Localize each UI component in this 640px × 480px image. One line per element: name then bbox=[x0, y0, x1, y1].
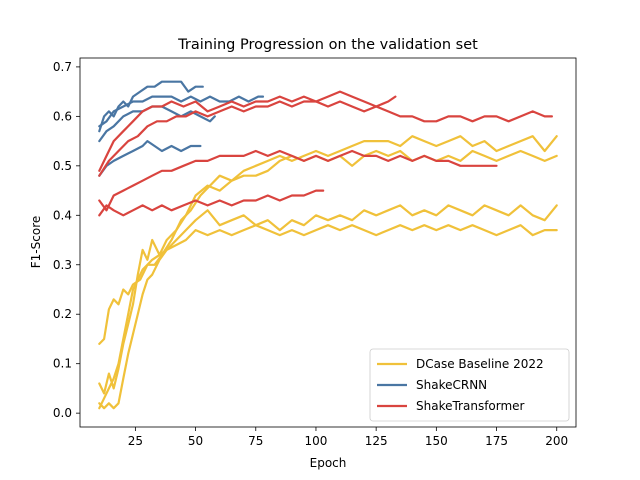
y-tick-label: 0.6 bbox=[53, 109, 72, 123]
y-tick-label: 0.5 bbox=[53, 159, 72, 173]
chart-title: Training Progression on the validation s… bbox=[177, 37, 478, 53]
series-line-6 bbox=[98, 95, 265, 128]
y-tick-label: 0.3 bbox=[53, 258, 72, 272]
series-line-11 bbox=[98, 149, 498, 212]
series-line-12 bbox=[98, 189, 325, 217]
x-tick-label: 150 bbox=[425, 434, 448, 448]
legend-box bbox=[369, 348, 570, 422]
legend: DCase Baseline 2022 ShakeCRNN ShakeTransfo… bbox=[369, 348, 570, 422]
series-line-3 bbox=[98, 204, 558, 410]
x-tick-label: 25 bbox=[128, 434, 143, 448]
y-tick-label: 0.7 bbox=[53, 60, 72, 74]
x-tick-label: 50 bbox=[188, 434, 203, 448]
legend-label: DCase Baseline 2022 bbox=[416, 357, 544, 371]
x-tick-label: 175 bbox=[485, 434, 508, 448]
legend-label: ShakeCRNN bbox=[416, 378, 487, 392]
x-tick-label: 200 bbox=[545, 434, 568, 448]
x-axis: 25 50 75 100 125 150 175 200 bbox=[128, 427, 568, 448]
x-tick-label: 125 bbox=[365, 434, 388, 448]
y-tick-label: 0.4 bbox=[53, 208, 72, 222]
y-axis-title: F1-Score bbox=[29, 216, 43, 268]
y-axis: 0.0 0.1 0.2 0.3 0.4 0.5 0.6 0.7 bbox=[53, 60, 80, 420]
x-tick-label: 100 bbox=[305, 434, 328, 448]
series-line-8 bbox=[98, 140, 202, 177]
series-line-4 bbox=[98, 224, 558, 410]
series-line-10 bbox=[98, 100, 553, 177]
y-tick-label: 0.0 bbox=[53, 406, 72, 420]
y-tick-label: 0.1 bbox=[53, 357, 72, 371]
x-tick-label: 75 bbox=[248, 434, 263, 448]
x-axis-title: Epoch bbox=[310, 456, 347, 470]
y-tick-label: 0.2 bbox=[53, 307, 72, 321]
plot-frame bbox=[79, 57, 577, 428]
legend-label: ShakeTransformer bbox=[416, 399, 525, 413]
series-line-9 bbox=[98, 90, 397, 172]
series-layer bbox=[98, 80, 558, 410]
